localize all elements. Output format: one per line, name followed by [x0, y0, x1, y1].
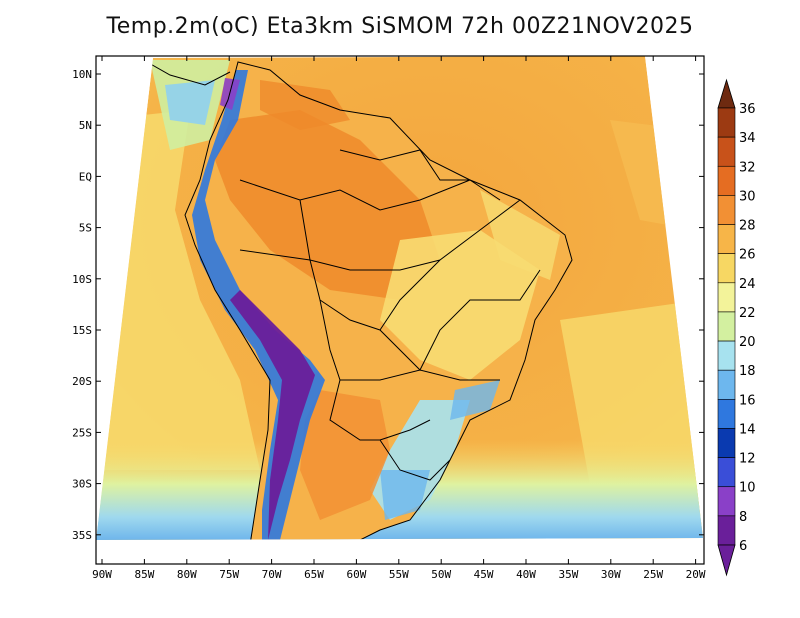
colorbar-top-arrow: [717, 78, 736, 109]
y-tick-label: 15S: [72, 324, 92, 337]
y-tick-label: 35S: [72, 529, 92, 542]
colorbar-segment: [717, 399, 736, 429]
y-axis: 10N 5N EQ 5S 10S 15S 20S 25S 30S 35S: [72, 68, 704, 542]
colorbar-label: 24: [739, 277, 756, 292]
colorbar-segment: [717, 340, 736, 371]
x-tick-label: 45W: [474, 568, 494, 581]
x-tick-label: 85W: [134, 568, 154, 581]
plot-frame: [95, 55, 705, 565]
colorbar-segment: [717, 428, 736, 458]
colorbar-segment: [717, 282, 736, 313]
colorbar-label: 10: [739, 481, 756, 496]
colorbar-segment: [717, 486, 736, 517]
colorbar-label: 12: [739, 452, 756, 467]
land-hot-north: [260, 80, 350, 130]
country-borders: [239, 149, 541, 481]
y-tick-label: 25S: [72, 426, 92, 439]
colorbar-segment: [717, 311, 736, 342]
colorbar-segment: [717, 195, 736, 225]
colorbar-label: 18: [739, 364, 756, 379]
colorbar-segment: [717, 224, 736, 254]
x-tick-label: 60W: [346, 568, 366, 581]
colorbar-segment: [717, 457, 736, 488]
x-tick-label: 55W: [389, 568, 409, 581]
map-title: Temp.2m(oC) Eta3km SiSMOM 72h 00Z21NOV20…: [106, 14, 694, 39]
x-axis: 90W 85W 80W 75W 70W 65W 60W 55W 50W 45W 40W 35W 30W 2…: [92, 56, 706, 581]
y-tick-label: EQ: [79, 170, 92, 183]
colorbar-label: 16: [739, 393, 756, 408]
colorbar-label: 32: [739, 160, 756, 175]
colorbar-segment: [717, 253, 736, 284]
colorbar-bottom-arrow: [717, 544, 736, 577]
pacific-blue-patch: [165, 80, 215, 125]
colorbar-segment: [717, 136, 736, 167]
colorbar-label: 30: [739, 189, 756, 204]
colorbar-label: 14: [739, 422, 756, 437]
colorbar-label: 34: [739, 131, 756, 146]
colorbar-segment: [717, 369, 736, 400]
colorbar-segment: [717, 107, 736, 138]
land-mild-northeast: [480, 190, 560, 280]
andes-coldest: [230, 290, 315, 540]
x-tick-label: 20W: [686, 568, 706, 581]
land-blue-southeast: [450, 380, 500, 420]
colorbar: 36 34 32 30 28 26 24 22 20 18 16 14 12 10 8 6: [717, 78, 756, 577]
x-tick-label: 50W: [431, 568, 451, 581]
x-tick-label: 70W: [262, 568, 282, 581]
x-tick-label: 35W: [558, 568, 578, 581]
pacific-yellow: [96, 110, 260, 470]
colorbar-segment: [717, 515, 736, 546]
land-mild-central: [380, 230, 540, 380]
x-tick-label: 90W: [92, 568, 112, 581]
y-tick-label: 5N: [79, 119, 92, 132]
colorbar-label: 28: [739, 219, 756, 234]
colorbar-label: 26: [739, 248, 756, 263]
outside-left: [96, 56, 153, 540]
land-blue-south: [380, 470, 430, 520]
x-tick-label: 80W: [177, 568, 197, 581]
colorbar-label: 20: [739, 335, 756, 350]
y-tick-label: 10S: [72, 273, 92, 286]
land-warm-argentina: [300, 390, 390, 520]
coastline: [184, 61, 573, 540]
y-tick-label: 5S: [79, 222, 92, 235]
temperature-field: [96, 56, 703, 540]
x-tick-label: 25W: [643, 568, 663, 581]
outside-right: [645, 56, 704, 538]
central-america-coast: [139, 57, 231, 86]
colorbar-label: 22: [739, 306, 756, 321]
x-tick-label: 40W: [516, 568, 536, 581]
y-tick-label: 20S: [72, 375, 92, 388]
x-tick-label: 75W: [219, 568, 239, 581]
y-tick-label: 30S: [72, 478, 92, 491]
colorbar-label: 8: [739, 510, 747, 525]
land-hot-amazon: [215, 110, 440, 300]
y-tick-label: 10N: [72, 68, 92, 81]
colorbar-label: 6: [739, 539, 747, 554]
x-tick-label: 30W: [601, 568, 621, 581]
colorbar-segment: [717, 165, 736, 196]
colorbar-label: 36: [739, 102, 756, 117]
x-tick-label: 65W: [304, 568, 324, 581]
